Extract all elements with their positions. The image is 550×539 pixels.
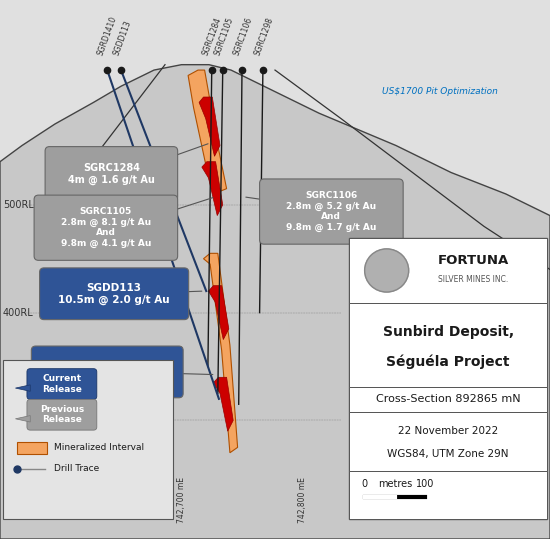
FancyBboxPatch shape <box>349 238 547 519</box>
Text: FORTUNA: FORTUNA <box>437 254 509 267</box>
Text: 742,800 mE: 742,800 mE <box>298 477 307 523</box>
Text: SGRC1105: SGRC1105 <box>213 16 235 57</box>
FancyBboxPatch shape <box>31 346 183 398</box>
Polygon shape <box>204 253 238 453</box>
FancyBboxPatch shape <box>27 369 97 399</box>
FancyBboxPatch shape <box>349 471 547 519</box>
Text: 300RL: 300RL <box>3 416 34 425</box>
Text: US$1700 Pit Optimization: US$1700 Pit Optimization <box>382 87 498 96</box>
Text: SGRC1298: SGRC1298 <box>253 16 275 57</box>
FancyBboxPatch shape <box>349 387 547 412</box>
Text: 100: 100 <box>416 479 434 489</box>
FancyBboxPatch shape <box>3 360 173 519</box>
Polygon shape <box>213 377 233 431</box>
Text: Mineralized Interval: Mineralized Interval <box>54 444 144 452</box>
Text: SGRC1284
4m @ 1.6 g/t Au: SGRC1284 4m @ 1.6 g/t Au <box>68 163 155 185</box>
Polygon shape <box>208 286 229 340</box>
FancyBboxPatch shape <box>349 238 547 303</box>
FancyBboxPatch shape <box>34 195 178 260</box>
Text: 22 November 2022: 22 November 2022 <box>398 426 498 436</box>
FancyBboxPatch shape <box>40 268 189 320</box>
FancyBboxPatch shape <box>349 412 547 471</box>
Polygon shape <box>15 385 30 391</box>
Text: SGDD113: SGDD113 <box>112 19 133 57</box>
Text: SGRD1410: SGRD1410 <box>96 15 118 57</box>
Text: Previous
Release: Previous Release <box>40 405 84 424</box>
Text: 0: 0 <box>361 479 368 489</box>
Text: 400RL: 400RL <box>3 308 34 317</box>
Text: Sunbird Deposit,: Sunbird Deposit, <box>383 325 514 339</box>
FancyBboxPatch shape <box>45 147 178 201</box>
Text: Drill Trace: Drill Trace <box>54 465 99 473</box>
Text: SGDD113
10.5m @ 2.0 g/t Au: SGDD113 10.5m @ 2.0 g/t Au <box>58 283 170 305</box>
FancyBboxPatch shape <box>349 303 547 387</box>
Text: Séguéla Project: Séguéla Project <box>387 354 510 369</box>
Polygon shape <box>15 416 30 422</box>
Text: SILVER MINES INC.: SILVER MINES INC. <box>438 274 508 284</box>
Polygon shape <box>188 70 227 194</box>
Text: 500RL: 500RL <box>3 200 34 210</box>
FancyBboxPatch shape <box>16 442 47 454</box>
Polygon shape <box>202 162 223 216</box>
Text: SGRC1106: SGRC1106 <box>232 16 254 57</box>
Text: Current
Release: Current Release <box>42 375 82 393</box>
Polygon shape <box>0 65 550 539</box>
FancyBboxPatch shape <box>27 399 97 430</box>
Text: Cross-Section 892865 mN: Cross-Section 892865 mN <box>376 395 520 404</box>
Text: WGS84, UTM Zone 29N: WGS84, UTM Zone 29N <box>388 450 509 459</box>
Circle shape <box>365 249 409 292</box>
Text: 742,700 mE: 742,700 mE <box>177 477 186 523</box>
Text: SGRC1106
2.8m @ 5.2 g/t Au
And
9.8m @ 1.7 g/t Au: SGRC1106 2.8m @ 5.2 g/t Au And 9.8m @ 1.… <box>286 191 377 232</box>
Text: SGRC1105
2.8m @ 8.1 g/t Au
And
9.8m @ 4.1 g/t Au: SGRC1105 2.8m @ 8.1 g/t Au And 9.8m @ 4.… <box>60 208 151 248</box>
Text: SGRC1284: SGRC1284 <box>201 16 223 57</box>
Polygon shape <box>199 97 220 156</box>
Text: metres: metres <box>378 479 412 489</box>
FancyBboxPatch shape <box>260 179 403 244</box>
Text: SGRD1410
23.1m @ 4.1 g/t Au: SGRD1410 23.1m @ 4.1 g/t Au <box>51 361 163 383</box>
